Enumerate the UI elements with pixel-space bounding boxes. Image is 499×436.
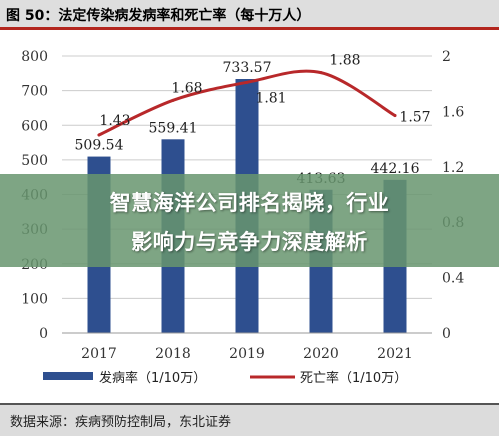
y-right-tick-label: 2 [442, 49, 451, 65]
x-tick-label: 2017 [81, 346, 117, 362]
line-value-label: 1.43 [99, 113, 130, 129]
y-right-tick-label: 0.4 [442, 271, 464, 287]
line-value-label: 1.81 [255, 90, 286, 106]
bar-value-label: 509.54 [75, 138, 124, 154]
y-left-tick-label: 500 [21, 153, 48, 169]
line-point [97, 133, 101, 137]
legend-bar-label: 发病率（1/10万） [99, 370, 206, 386]
y-left-tick-label: 800 [21, 49, 48, 65]
line-value-label: 1.68 [171, 80, 202, 96]
legend-bar-swatch [43, 372, 93, 380]
legend-line-label: 死亡率（1/10万） [300, 370, 407, 386]
chart-title-bar: 图 50：法定传染病发病率和死亡率（每十万人） [0, 0, 499, 30]
headline-line-1: 智慧海洋公司排名揭晓，行业 [109, 191, 390, 215]
line-series [97, 69, 397, 137]
y-left-tick-label: 700 [21, 84, 48, 100]
y-left-tick-label: 100 [21, 291, 48, 307]
line-value-label: 1.57 [399, 110, 430, 126]
x-tick-label: 2019 [229, 346, 265, 362]
y-left-tick-label: 600 [21, 118, 48, 134]
line-value-label: 1.88 [329, 53, 360, 69]
chart-title: 图 50：法定传染病发病率和死亡率（每十万人） [6, 8, 311, 24]
line-point [319, 71, 323, 75]
source-bar: 数据来源：疾病预防控制局，东北证券 [0, 403, 499, 436]
headline-line-2: 影响力与竞争力深度解析 [131, 230, 368, 254]
y-left-tick-label: 0 [39, 326, 48, 342]
line-point [245, 80, 249, 84]
x-tick-label: 2020 [303, 346, 339, 362]
y-right-tick-label: 0 [442, 326, 451, 342]
bar-value-label: 733.57 [223, 60, 272, 76]
y-right-tick-label: 1.6 [442, 104, 464, 120]
line-point [171, 98, 175, 102]
headline-overlay-banner: 智慧海洋公司排名揭晓，行业 影响力与竞争力深度解析 [0, 174, 499, 267]
x-tick-label: 2021 [377, 346, 413, 362]
x-tick-label: 2018 [155, 346, 191, 362]
line-point [393, 114, 397, 118]
source-note: 数据来源：疾病预防控制局，东北证券 [10, 415, 232, 430]
bar-value-label: 559.41 [149, 120, 198, 136]
y-right-tick-label: 1.2 [442, 160, 464, 176]
bar-value-label: 442.16 [371, 161, 420, 177]
legend: 发病率（1/10万） 死亡率（1/10万） [43, 370, 407, 386]
